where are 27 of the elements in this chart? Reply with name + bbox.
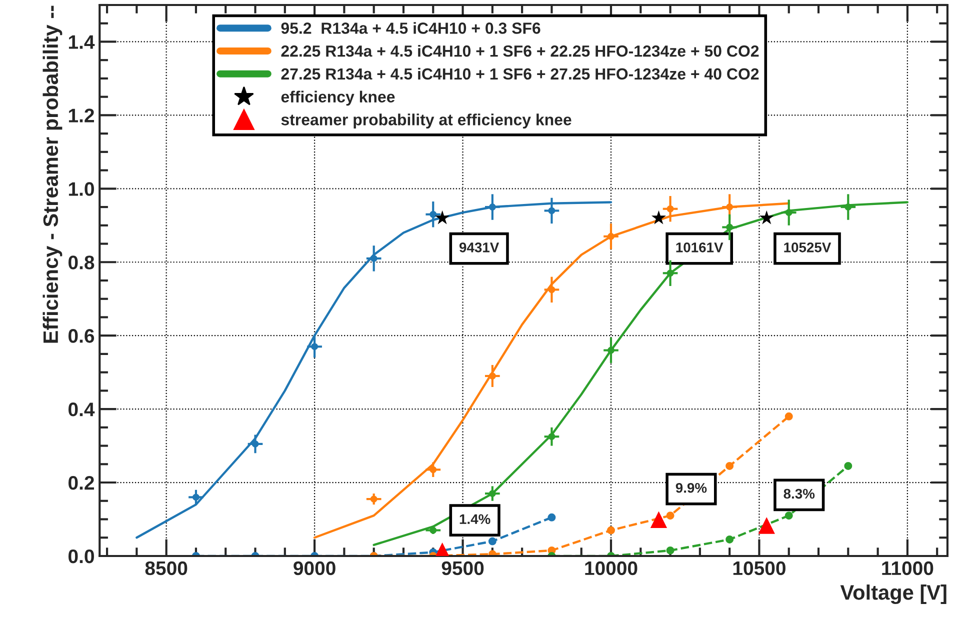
legend-label: 95.2 R134a + 4.5 iC4H10 + 0.3 SF6: [281, 22, 540, 34]
x-axis-title: Voltage [V]: [840, 584, 946, 604]
annotation: 9431V: [459, 242, 500, 252]
y-tick-label: 1.2: [68, 108, 94, 122]
y-tick-label: 0.2: [68, 476, 94, 490]
x-tick-label: 10500: [733, 561, 786, 576]
y-tick-label: 0.8: [68, 256, 94, 270]
annotation: 10525V: [784, 242, 832, 252]
annotation: 8.3%: [784, 488, 815, 499]
annotation: 10161V: [676, 242, 724, 252]
y-tick-label: 0.6: [68, 329, 94, 343]
x-tick-label: 10000: [585, 561, 638, 576]
y-tick-label: 0.4: [68, 402, 95, 416]
legend-label: streamer probability at efficiency knee: [281, 114, 572, 129]
y-tick-label: 1.0: [68, 182, 94, 196]
x-tick-label: 8500: [145, 561, 188, 576]
annotation: 1.4%: [460, 514, 490, 524]
x-tick-label: 9500: [442, 561, 484, 576]
x-tick-label: 9000: [294, 561, 336, 576]
y-axis-title: Efficiency - Streamer probability --: [42, 6, 62, 343]
annotation: 9.9%: [676, 482, 707, 493]
legend-label: efficiency knee: [281, 90, 395, 106]
legend-label: 27.25 R134a + 4.5 iC4H10 + 1 SF6 + 27.25 HFO-1234ze + 40 CO2: [281, 68, 759, 80]
y-tick-label: 1.4: [68, 35, 95, 49]
legend-label: 22.25 R134a + 4.5 iC4H10 + 1 SF6 + 22.25 HFO-1234ze + 50 CO2: [281, 44, 759, 57]
x-tick-label: 11000: [882, 561, 934, 576]
y-tick-label: 0.0: [68, 549, 94, 564]
